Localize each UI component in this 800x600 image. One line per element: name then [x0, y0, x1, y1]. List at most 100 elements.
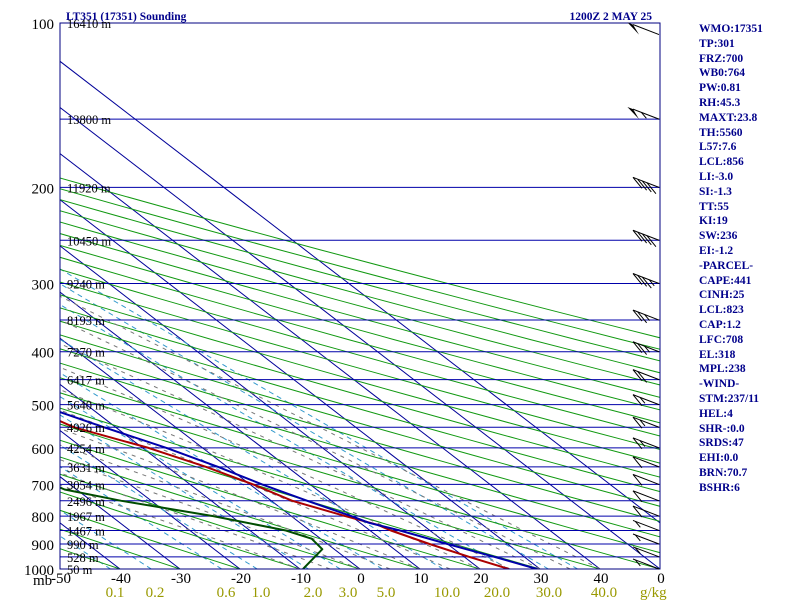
temperature-tick-label: -30 — [171, 571, 191, 587]
dry-adiabat — [60, 268, 660, 437]
valid-time: 1200Z 2 MAY 25 — [569, 11, 652, 23]
height-label: 990 m — [67, 538, 99, 552]
height-label: 7270 m — [67, 346, 105, 360]
wind-barb — [632, 273, 660, 289]
pressure-tick-label: 100 — [32, 17, 55, 33]
height-label: 8193 m — [67, 314, 105, 328]
height-label: 1467 m — [67, 524, 105, 538]
wind-barb — [632, 394, 660, 406]
mixing-ratio-tick-label: 0.6 — [217, 585, 236, 600]
dry-adiabat — [60, 210, 660, 374]
index-line: LFC:708 — [699, 333, 744, 346]
height-label: 10450 m — [67, 234, 111, 248]
grid-layer — [60, 23, 660, 569]
index-line: RH:45.3 — [699, 96, 741, 109]
temperature-tick-label: 40 — [594, 571, 609, 587]
wind-barb — [632, 519, 660, 531]
index-line: WB0:764 — [699, 67, 745, 80]
isotherm-line — [60, 199, 541, 569]
temperature-tick-label: 0 — [657, 571, 665, 587]
mixing-ratio-tick-label: 2.0 — [304, 585, 323, 600]
height-label: 9240 m — [67, 278, 105, 292]
series-layer — [60, 411, 538, 569]
dry-adiabat — [60, 221, 660, 386]
mixing-ratio-tick-label: 0.1 — [106, 585, 125, 600]
dry-adiabat — [60, 294, 660, 464]
pressure-tick-label: 900 — [32, 538, 55, 554]
mixing-ratio-tick-label: 10.0 — [434, 585, 460, 600]
parcel-trace — [60, 411, 538, 569]
isotherm-line — [60, 337, 361, 569]
temperature-tick-label: 30 — [534, 571, 549, 587]
height-label: 528 m — [67, 551, 99, 565]
index-line: L57:7.6 — [699, 141, 737, 154]
index-line: SRDS:47 — [699, 437, 744, 450]
index-line: EL:318 — [699, 348, 736, 361]
temperature-tick-label: -20 — [231, 571, 251, 587]
pressure-tick-label: 1000 — [24, 563, 54, 579]
index-line: SI:-1.3 — [699, 185, 732, 198]
pressure-tick-label: 200 — [32, 181, 55, 197]
isotherm-line — [60, 245, 481, 569]
dry-adiabat — [60, 177, 660, 339]
height-label: 1967 m — [67, 510, 105, 524]
height-label: 50 m — [67, 563, 93, 577]
index-line: -PARCEL- — [699, 259, 754, 272]
dry-adiabat — [60, 281, 660, 450]
mixing-ratio-tick-label: 20.0 — [484, 585, 510, 600]
index-line: FRZ:700 — [699, 52, 744, 65]
height-label: 16410 m — [67, 17, 111, 31]
height-label: 6417 m — [67, 374, 105, 388]
height-label: 3631 m — [67, 461, 105, 475]
isotherm-line — [60, 476, 181, 569]
pressure-tick-label: 800 — [32, 510, 55, 526]
dry-adiabat — [60, 334, 660, 507]
index-line: STM:237/11 — [699, 392, 760, 405]
temperature-tick-label: 0 — [357, 571, 365, 587]
wind-barb — [632, 229, 660, 247]
index-line: EI:-1.2 — [699, 244, 734, 257]
mixing-ratio-tick-label: 40.0 — [591, 585, 617, 600]
wind-barb — [632, 369, 660, 383]
height-label: 3054 m — [67, 478, 105, 492]
index-line: WMO:17351 — [699, 23, 763, 35]
temperature-tick-label: 10 — [414, 571, 429, 587]
pressure-tick-label: 600 — [32, 442, 55, 458]
height-label: 5640 m — [67, 399, 105, 413]
isotherm-line — [60, 152, 601, 569]
height-label: 2496 m — [67, 495, 105, 509]
dewpoint-trace — [60, 486, 324, 569]
index-line: HEL:4 — [699, 407, 733, 420]
index-line: SW:236 — [699, 230, 738, 243]
index-line: TT:55 — [699, 200, 729, 213]
index-line: MAXT:23.8 — [699, 111, 758, 124]
pressure-tick-label: 500 — [32, 399, 55, 415]
wind-barb — [632, 456, 660, 469]
mixing-unit-label: g/kg — [640, 585, 667, 600]
dry-adiabat — [60, 188, 660, 350]
index-line: SHR-:0.0 — [699, 422, 745, 435]
wind-barb — [632, 490, 660, 503]
wind-barb — [632, 473, 660, 486]
mixing-ratio-tick-label: 0.2 — [146, 585, 165, 600]
index-line: LCL:823 — [699, 304, 744, 317]
dry-adiabat — [60, 307, 660, 478]
temperature-tick-label: -40 — [111, 571, 131, 587]
mixing-ratio-tick-label: 30.0 — [536, 585, 562, 600]
wind-barbs — [627, 22, 660, 570]
wind-barb — [632, 505, 660, 518]
index-line: MPL:238 — [699, 363, 746, 376]
index-line: CAP:1.2 — [699, 318, 741, 331]
index-line: TH:5560 — [699, 126, 743, 139]
wind-barb — [632, 416, 660, 429]
wind-barb — [632, 546, 660, 558]
pressure-tick-label: 300 — [32, 278, 55, 294]
dry-adiabat — [60, 348, 660, 522]
wind-barb — [632, 437, 660, 450]
wind-barb — [627, 22, 660, 36]
index-line: CINH:25 — [699, 289, 745, 302]
temperature-tick-label: -50 — [51, 571, 71, 587]
index-line: BRN:70.7 — [699, 466, 748, 479]
index-line: PW:0.81 — [699, 82, 741, 95]
